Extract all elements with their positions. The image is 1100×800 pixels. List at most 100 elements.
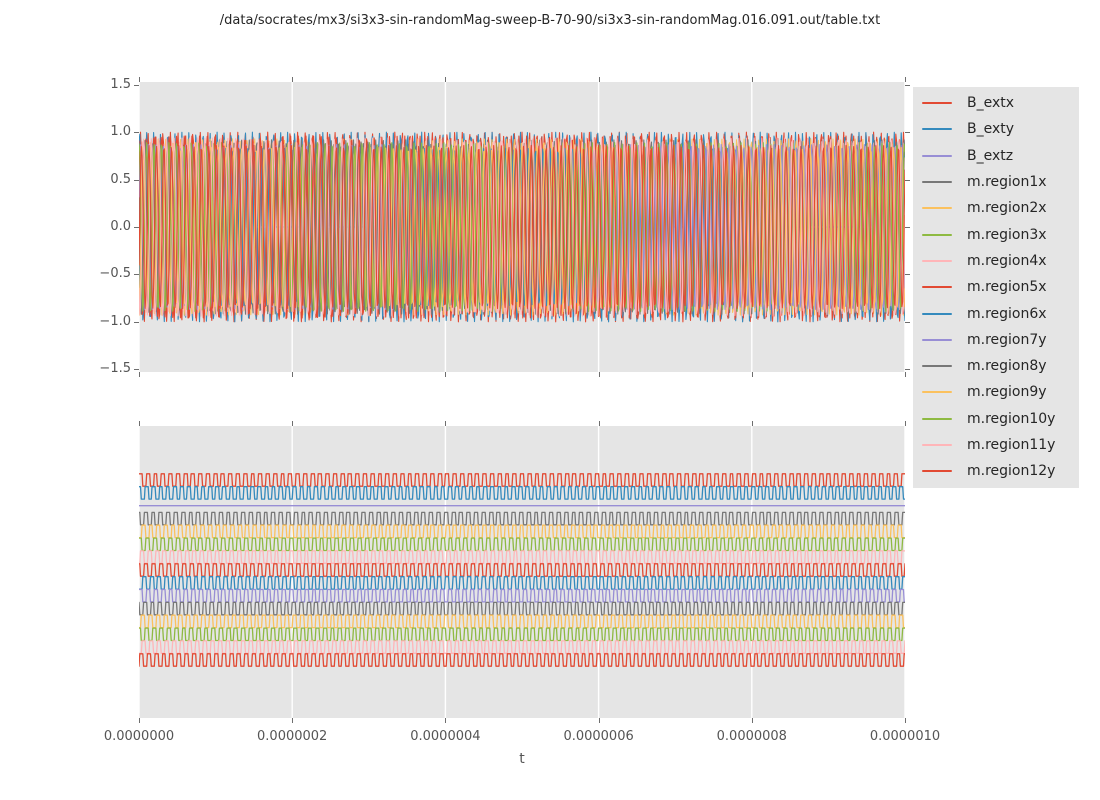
legend-entry: m.region3x bbox=[913, 221, 1079, 247]
x-tick-label: 0.0000002 bbox=[257, 729, 328, 744]
tick-mark bbox=[751, 77, 753, 82]
series-m.region3x bbox=[139, 537, 905, 552]
tick-mark bbox=[905, 227, 910, 228]
legend-entry: m.region9y bbox=[913, 379, 1079, 405]
tick-mark bbox=[751, 718, 753, 723]
tick-mark bbox=[905, 132, 910, 134]
tick-mark bbox=[292, 77, 294, 82]
legend-line-swatch bbox=[922, 286, 952, 289]
legend-label: B_extz bbox=[967, 147, 1014, 164]
legend-line-swatch bbox=[922, 154, 952, 157]
x-axis-label: t bbox=[519, 751, 525, 767]
tick-mark bbox=[445, 421, 447, 426]
tick-mark bbox=[134, 179, 139, 181]
legend-label: B_exty bbox=[967, 121, 1015, 138]
top-plot-area bbox=[139, 82, 905, 372]
legend-line-swatch bbox=[922, 391, 952, 394]
legend-line-swatch bbox=[922, 417, 952, 420]
tick-mark bbox=[905, 421, 906, 426]
y-tick-label: −1.5 bbox=[99, 361, 131, 377]
legend-entry: B_exty bbox=[913, 116, 1079, 142]
tick-mark bbox=[134, 227, 139, 228]
legend-entry: m.region1x bbox=[913, 169, 1079, 195]
tick-mark bbox=[905, 369, 910, 371]
y-tick-label: −1.0 bbox=[99, 313, 131, 329]
series-m.region8y bbox=[139, 601, 905, 616]
legend-entry: m.region6x bbox=[913, 300, 1079, 326]
tick-mark bbox=[139, 372, 140, 377]
legend-label: m.region6x bbox=[967, 305, 1047, 322]
legend-line-swatch bbox=[922, 128, 952, 131]
legend-label: m.region12y bbox=[967, 463, 1056, 480]
tick-mark bbox=[905, 372, 906, 377]
tick-mark bbox=[598, 718, 600, 723]
legend-label: B_extx bbox=[967, 95, 1015, 112]
series-m.region12y bbox=[139, 653, 905, 667]
tick-mark bbox=[134, 132, 139, 134]
x-tick-label: 0.0000000 bbox=[103, 729, 175, 744]
tick-mark bbox=[134, 274, 139, 276]
figure-title: /data/socrates/mx3/si3x3-sin-randomMag-s… bbox=[219, 13, 881, 28]
legend-line-swatch bbox=[922, 233, 952, 236]
legend-line-swatch bbox=[922, 102, 952, 105]
tick-mark bbox=[139, 77, 140, 82]
legend-line-swatch bbox=[922, 312, 952, 315]
legend-line-swatch bbox=[922, 338, 952, 341]
tick-mark bbox=[751, 421, 753, 426]
tick-mark bbox=[598, 77, 600, 82]
x-tick-label: 0.0000006 bbox=[563, 729, 634, 744]
tick-mark bbox=[445, 77, 447, 82]
tick-mark bbox=[139, 421, 140, 426]
tick-mark bbox=[292, 718, 294, 723]
series-B_exty bbox=[139, 486, 905, 500]
legend-label: m.region4x bbox=[967, 252, 1047, 269]
legend-line-swatch bbox=[922, 207, 952, 210]
series-B_extx bbox=[139, 473, 905, 487]
tick-mark bbox=[905, 77, 906, 82]
legend-entry: m.region11y bbox=[913, 432, 1079, 458]
legend-entry: m.region4x bbox=[913, 248, 1079, 274]
legend-entry: m.region8y bbox=[913, 353, 1079, 379]
series-m.region2x bbox=[139, 524, 905, 539]
tick-mark bbox=[445, 372, 447, 377]
tick-mark bbox=[134, 369, 139, 371]
x-tick-label: 0.0000008 bbox=[716, 729, 787, 744]
x-tick-label: 0.0000010 bbox=[869, 729, 941, 744]
series-m.region5x bbox=[139, 563, 905, 577]
legend-label: m.region10y bbox=[967, 410, 1056, 427]
series-m.region7y bbox=[139, 588, 905, 603]
tick-mark bbox=[139, 718, 140, 723]
tick-mark bbox=[905, 718, 906, 723]
y-tick-label: 0.5 bbox=[110, 171, 131, 187]
legend-entry: m.region5x bbox=[913, 274, 1079, 300]
legend-label: m.region11y bbox=[967, 437, 1056, 453]
tick-mark bbox=[905, 84, 910, 86]
series-m.region10y bbox=[139, 627, 905, 642]
tick-mark bbox=[905, 179, 910, 181]
legend-label: m.region7y bbox=[967, 331, 1047, 348]
legend-line-swatch bbox=[922, 470, 952, 473]
legend-line-swatch bbox=[922, 444, 952, 446]
x-tick-label: 0.0000004 bbox=[410, 729, 481, 744]
legend-label: m.region3x bbox=[967, 226, 1047, 243]
legend-label: m.region2x bbox=[967, 200, 1047, 217]
legend-label: m.region1x bbox=[967, 174, 1047, 191]
legend-label: m.region9y bbox=[967, 384, 1047, 401]
legend-entry: m.region12y bbox=[913, 458, 1079, 484]
tick-mark bbox=[134, 321, 139, 323]
y-tick-label: −0.5 bbox=[99, 266, 131, 282]
y-tick-label: 1.0 bbox=[110, 124, 131, 140]
legend-entry: m.region10y bbox=[913, 406, 1079, 432]
tick-mark bbox=[134, 84, 139, 86]
tick-mark bbox=[598, 421, 600, 426]
series-m.region12y bbox=[139, 144, 905, 310]
tick-mark bbox=[598, 372, 600, 377]
tick-mark bbox=[905, 321, 910, 323]
legend-entry: m.region2x bbox=[913, 195, 1079, 221]
legend-label: m.region5x bbox=[967, 279, 1047, 296]
series-m.region11y bbox=[139, 137, 905, 317]
legend: B_extx B_exty B_extz m.region1x m.region2x m.… bbox=[913, 87, 1079, 489]
y-tick-label: 0.0 bbox=[110, 219, 131, 234]
tick-mark bbox=[905, 274, 910, 276]
